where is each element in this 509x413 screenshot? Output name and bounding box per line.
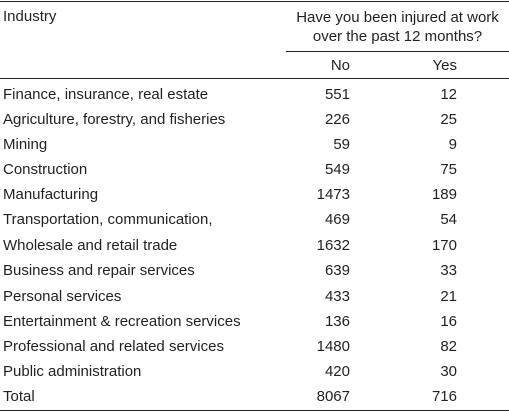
yes-cell: 16 [440, 313, 457, 330]
yes-column-header: Yes [432, 57, 457, 74]
industry-cell: Mining [3, 136, 48, 153]
table-row: Finance, insurance, real estate 551 12 [0, 86, 509, 111]
no-cell: 1480 [316, 338, 350, 355]
no-cell: 1632 [316, 237, 350, 254]
table-row: Wholesale and retail trade 1632 170 [0, 237, 509, 262]
table-row: Personal services 433 21 [0, 288, 509, 313]
table-top-rule [0, 1, 509, 2]
yes-cell: 170 [431, 237, 457, 254]
industry-cell: Business and repair services [3, 262, 195, 279]
header-bottom-rule [0, 78, 509, 79]
yes-cell: 33 [440, 262, 457, 279]
table-row: Agriculture, forestry, and fisheries 226… [0, 111, 509, 136]
industry-cell: Wholesale and retail trade [3, 237, 178, 254]
industry-cell: Personal services [3, 288, 122, 305]
industry-cell: Construction [3, 161, 88, 178]
total-label-cell: Total [3, 388, 35, 405]
yes-cell: 25 [440, 111, 457, 128]
no-cell: 549 [324, 161, 350, 178]
table-row: Construction 549 75 [0, 161, 509, 186]
total-no-cell: 8067 [316, 388, 350, 405]
no-cell: 59 [333, 136, 350, 153]
yes-cell: 30 [440, 363, 457, 380]
total-row: Total 8067 716 [0, 388, 509, 413]
question-header-rule [286, 51, 509, 52]
table-bottom-rule [0, 410, 509, 411]
yes-cell: 189 [431, 186, 457, 203]
industry-cell: Manufacturing [3, 186, 99, 203]
no-cell: 226 [324, 111, 350, 128]
table-row: Transportation, communication, 469 54 [0, 211, 509, 236]
no-cell: 420 [324, 363, 350, 380]
yes-cell: 12 [440, 86, 457, 103]
no-cell: 1473 [316, 186, 350, 203]
industry-cell: Transportation, communication, [3, 211, 213, 228]
no-column-header: No [330, 57, 350, 74]
question-column-header: Have you been injured at work over the p… [296, 9, 499, 45]
no-cell: 433 [324, 288, 350, 305]
total-yes-cell: 716 [431, 388, 457, 405]
table-row: Mining 59 9 [0, 136, 509, 161]
industry-cell: Public administration [3, 363, 142, 380]
table-row: Public administration 420 30 [0, 363, 509, 388]
industry-column-header: Industry [3, 8, 57, 25]
no-cell: 639 [324, 262, 350, 279]
yes-cell: 82 [440, 338, 457, 355]
industry-cell: Professional and related services [3, 338, 224, 355]
industry-cell: Agriculture, forestry, and fisheries [3, 111, 226, 128]
table-row: Manufacturing 1473 189 [0, 186, 509, 211]
table-row: Professional and related services 1480 8… [0, 338, 509, 363]
no-cell: 551 [324, 86, 350, 103]
yes-cell: 9 [448, 136, 457, 153]
table-row: Business and repair services 639 33 [0, 262, 509, 287]
industry-cell: Entertainment & recreation services [3, 313, 241, 330]
yes-cell: 21 [440, 288, 457, 305]
yes-cell: 75 [440, 161, 457, 178]
yes-cell: 54 [440, 211, 457, 228]
no-cell: 469 [324, 211, 350, 228]
table-row: Entertainment & recreation services 136 … [0, 313, 509, 338]
no-cell: 136 [324, 313, 350, 330]
industry-cell: Finance, insurance, real estate [3, 86, 209, 103]
